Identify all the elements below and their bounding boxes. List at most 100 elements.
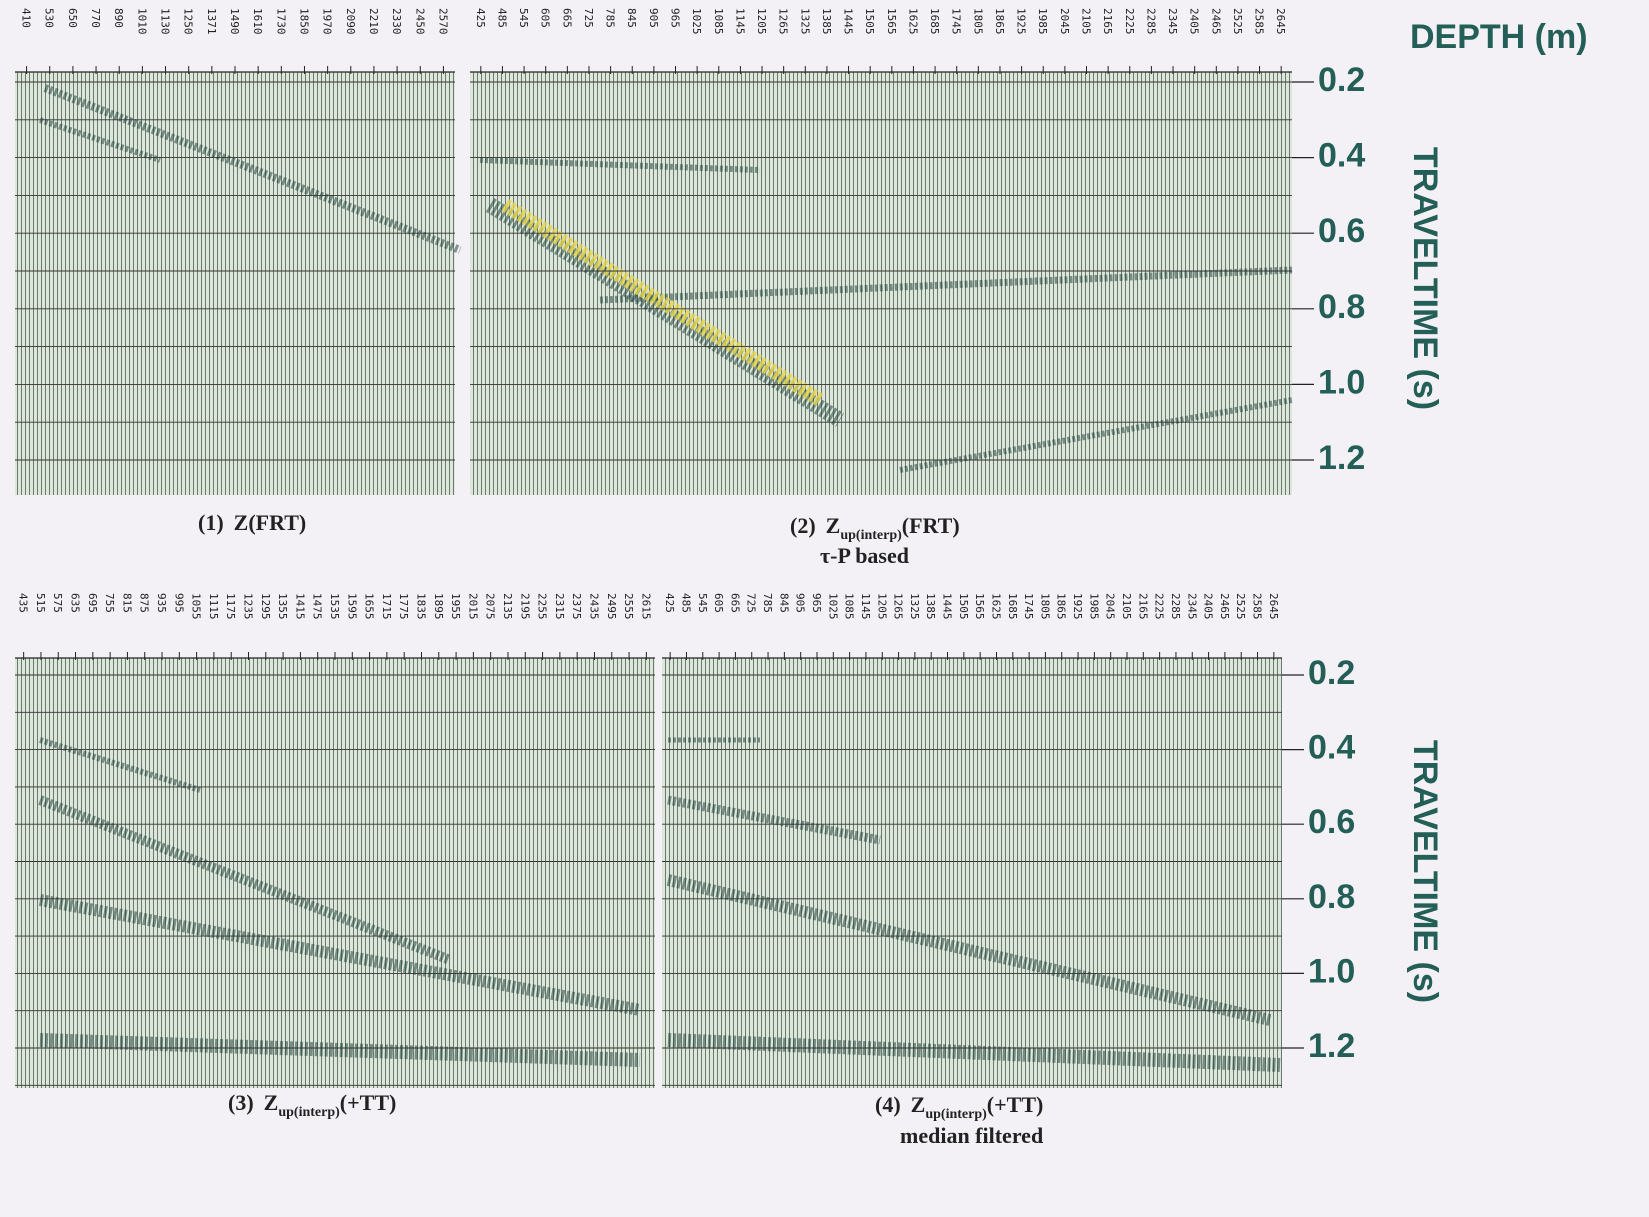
- depth-label: 1385: [820, 8, 833, 35]
- depth-label: 965: [669, 8, 682, 28]
- depth-label: 1715: [380, 593, 393, 620]
- depth-label: 2525: [1231, 8, 1244, 35]
- depth-label: 2345: [1166, 8, 1179, 35]
- time-label: 0.2: [1318, 61, 1365, 99]
- depth-label: 2465: [1209, 8, 1222, 35]
- caption: (1) Z(FRT): [198, 510, 306, 535]
- depth-label: 875: [138, 593, 151, 613]
- depth-label: 785: [761, 593, 774, 613]
- time-label: 0.4: [1308, 729, 1355, 767]
- depth-label: 935: [155, 593, 168, 613]
- depth-label: 1565: [885, 8, 898, 35]
- depth-label: 1445: [842, 8, 855, 35]
- depth-label: 1371: [205, 8, 218, 35]
- depth-label: 1025: [690, 8, 703, 35]
- depth-label: 2375: [570, 593, 583, 620]
- depth-label: 1025: [826, 593, 839, 620]
- depth-label: 2555: [622, 593, 635, 620]
- caption-z: Z: [911, 1092, 926, 1117]
- caption-note: τ-P based: [820, 543, 909, 568]
- depth-label: 1265: [777, 8, 790, 35]
- caption-subscript: up(interp): [925, 1107, 987, 1122]
- depth-label: 605: [539, 8, 552, 28]
- depth-label: 2015: [466, 593, 479, 620]
- depth-label: 1250: [182, 8, 195, 35]
- depth-label: 2165: [1101, 8, 1114, 35]
- depth-label: 995: [172, 593, 185, 613]
- depth-label: 1685: [928, 8, 941, 35]
- depth-label: 1805: [971, 8, 984, 35]
- depth-label: 575: [51, 593, 64, 613]
- caption-z: Z: [264, 1090, 279, 1115]
- event-band: [39, 737, 201, 793]
- caption-label: (1): [198, 510, 224, 535]
- depth-label: 1745: [950, 8, 963, 35]
- depth-label: 1265: [892, 593, 905, 620]
- caption-suffix: (+TT): [340, 1090, 397, 1115]
- depth-label: 1925: [1071, 593, 1084, 620]
- depth-label: 905: [647, 8, 660, 28]
- depth-label: 1055: [190, 593, 203, 620]
- time-label: 0.4: [1318, 137, 1365, 175]
- event-band: [479, 157, 761, 173]
- depth-label: 905: [794, 593, 807, 613]
- depth-label: 1205: [755, 8, 768, 35]
- depth-label: 1115: [207, 593, 220, 620]
- caption-suffix: (+TT): [987, 1092, 1044, 1117]
- depth-label: 1235: [242, 593, 255, 620]
- depth-label: 1610: [251, 8, 264, 35]
- depth-label: 1625: [906, 8, 919, 35]
- depth-label: 1655: [363, 593, 376, 620]
- depth-label: 410: [20, 8, 33, 28]
- time-label: 1.0: [1318, 363, 1365, 401]
- depth-label: 635: [69, 593, 82, 613]
- event-band: [599, 266, 1293, 304]
- seismic-section: [470, 72, 1292, 495]
- depth-label: 725: [745, 593, 758, 613]
- depth-label: 2105: [1120, 593, 1133, 620]
- depth-label: 1475: [311, 593, 324, 620]
- caption: (4) Zup(interp)(+TT): [875, 1092, 1043, 1122]
- depth-label: 1010: [135, 8, 148, 35]
- depth-label: 605: [712, 593, 725, 613]
- caption-subscript: up(interp): [840, 528, 902, 543]
- caption: (3) Zup(interp)(+TT): [228, 1090, 396, 1120]
- depth-label: 1175: [224, 593, 237, 620]
- caption-z: Z: [826, 513, 841, 538]
- event-band: [38, 894, 642, 1016]
- depth-label: 1595: [345, 593, 358, 620]
- depth-label: 545: [696, 593, 709, 613]
- event-band: [39, 117, 161, 163]
- caption-note: median filtered: [900, 1123, 1043, 1148]
- depth-label: 845: [625, 8, 638, 28]
- depth-label: 425: [474, 8, 487, 28]
- depth-label: 2075: [484, 593, 497, 620]
- depth-label: 2645: [1274, 8, 1287, 35]
- depth-label: 2405: [1188, 8, 1201, 35]
- caption-z: Z(FRT): [234, 510, 307, 535]
- depth-label: 2465: [1218, 593, 1231, 620]
- depth-label: 2135: [501, 593, 514, 620]
- seismic-section: [15, 72, 455, 495]
- depth-label: 1295: [259, 593, 272, 620]
- depth-label: 2525: [1234, 593, 1247, 620]
- depth-label: 725: [582, 8, 595, 28]
- depth-label: 485: [495, 8, 508, 28]
- depth-label: 1895: [432, 593, 445, 620]
- event-band: [666, 874, 1272, 1026]
- depth-label: 2090: [344, 8, 357, 35]
- depth-label: 2645: [1267, 593, 1280, 620]
- depth-axis-title: DEPTH (m): [1410, 18, 1588, 56]
- time-label: 1.2: [1308, 1027, 1355, 1065]
- depth-label: 1565: [973, 593, 986, 620]
- time-label: 0.6: [1318, 212, 1365, 250]
- depth-label: 1955: [449, 593, 462, 620]
- depth-label: 2195: [518, 593, 531, 620]
- depth-label: 1505: [863, 8, 876, 35]
- depth-label: 530: [43, 8, 56, 28]
- time-label: 1.2: [1318, 439, 1365, 477]
- caption-suffix: (FRT): [902, 513, 960, 538]
- depth-label: 2585: [1251, 593, 1264, 620]
- time-label: 1.0: [1308, 952, 1355, 990]
- event-band: [38, 795, 452, 965]
